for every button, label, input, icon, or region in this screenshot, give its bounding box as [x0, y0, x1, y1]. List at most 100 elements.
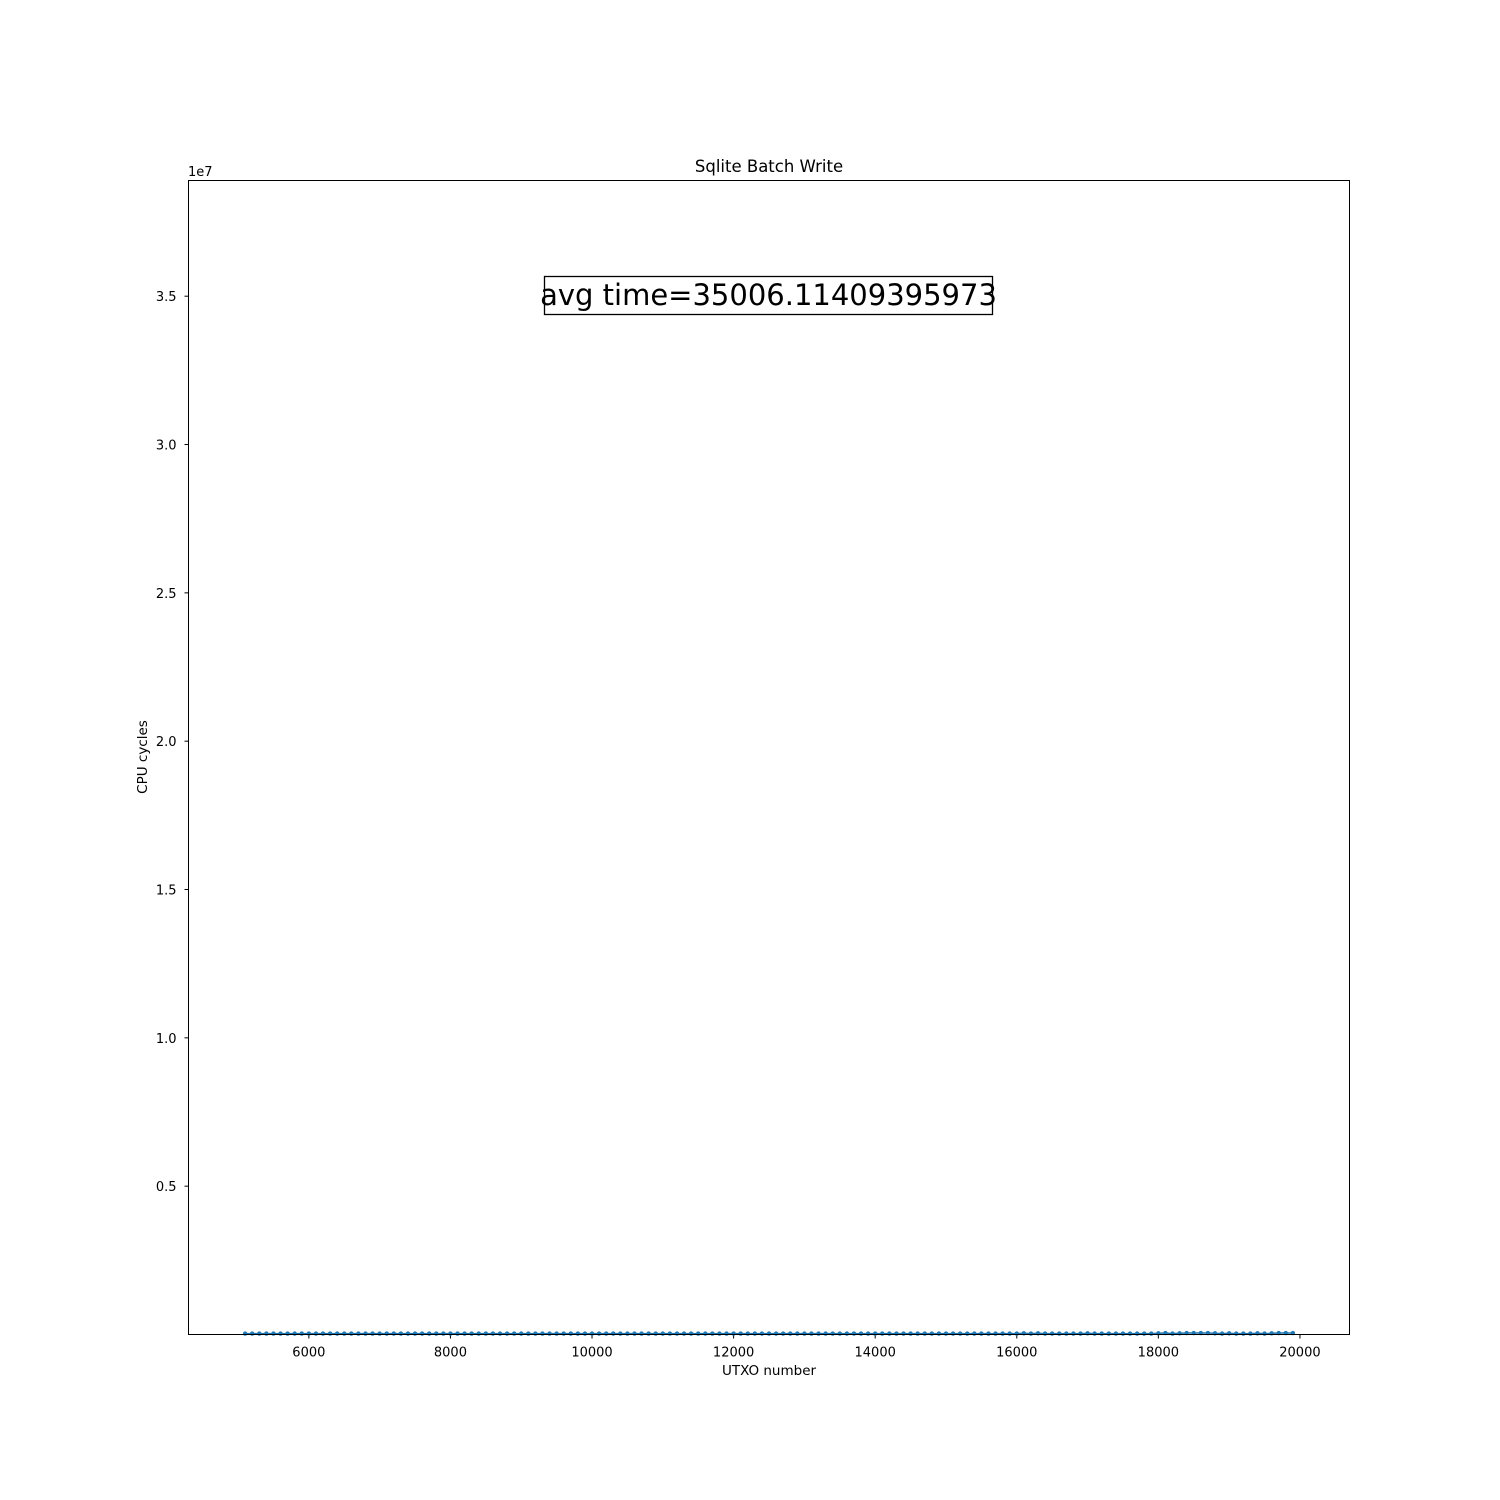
data-point	[533, 1331, 538, 1336]
data-point	[1170, 1331, 1175, 1336]
data-point	[250, 1331, 255, 1336]
data-point	[596, 1331, 602, 1336]
data-point	[731, 1331, 736, 1336]
data-point	[837, 1331, 842, 1336]
data-point	[497, 1331, 503, 1336]
x-axis-label: UTXO number	[722, 1363, 817, 1379]
data-point	[745, 1331, 750, 1336]
data-point	[1007, 1331, 1012, 1336]
data-point	[356, 1331, 361, 1336]
data-point	[965, 1331, 970, 1336]
data-point	[342, 1331, 347, 1336]
data-point	[703, 1331, 708, 1336]
data-point	[660, 1331, 666, 1336]
data-point	[278, 1331, 283, 1336]
data-point	[519, 1331, 524, 1336]
data-point	[1134, 1331, 1140, 1336]
data-point	[858, 1331, 864, 1336]
plot-area-frame	[188, 180, 1350, 1335]
data-point	[936, 1331, 942, 1336]
data-point	[285, 1331, 290, 1336]
data-point	[455, 1331, 460, 1336]
data-point	[441, 1331, 446, 1336]
data-point	[851, 1331, 857, 1336]
data-point	[320, 1331, 326, 1336]
chart-title: Sqlite Batch Write	[695, 157, 843, 176]
data-point	[688, 1331, 694, 1336]
data-point	[582, 1331, 588, 1336]
data-point	[1248, 1331, 1253, 1336]
data-point	[908, 1331, 913, 1336]
data-point	[1078, 1331, 1083, 1336]
data-point	[391, 1331, 396, 1336]
data-point	[1113, 1331, 1119, 1336]
data-point	[313, 1331, 319, 1336]
data-point	[717, 1331, 722, 1336]
y-tick-label: 3.0	[156, 439, 177, 454]
data-point	[377, 1331, 382, 1336]
data-point	[696, 1331, 701, 1336]
data-point	[618, 1331, 623, 1336]
data-point	[448, 1331, 453, 1336]
data-point	[306, 1331, 312, 1336]
data-point	[809, 1331, 814, 1336]
data-point	[462, 1331, 467, 1336]
data-point	[639, 1331, 644, 1336]
data-point	[957, 1331, 963, 1336]
series-layer	[242, 1330, 1296, 1336]
data-point	[589, 1331, 595, 1336]
data-point	[986, 1331, 991, 1336]
data-point	[943, 1331, 949, 1336]
y-tick-label: 0.5	[156, 1180, 177, 1195]
data-point	[426, 1331, 432, 1336]
x-tick-label: 14000	[855, 1346, 896, 1361]
data-point	[271, 1331, 276, 1336]
data-point	[1064, 1331, 1069, 1336]
data-point	[632, 1331, 637, 1336]
annotation-box	[543, 275, 994, 316]
data-point	[526, 1331, 531, 1336]
data-point	[674, 1331, 680, 1336]
data-point	[1127, 1331, 1133, 1336]
data-point	[816, 1331, 821, 1336]
x-tick-label: 10000	[571, 1346, 612, 1361]
data-point	[504, 1331, 510, 1336]
data-point	[788, 1331, 793, 1336]
x-tick-label: 6000	[292, 1346, 325, 1361]
data-point	[1057, 1331, 1062, 1336]
data-point	[1262, 1331, 1267, 1336]
data-point	[1042, 1331, 1048, 1336]
data-point	[759, 1331, 765, 1336]
data-point	[795, 1331, 800, 1336]
x-tick-label: 18000	[1138, 1346, 1179, 1361]
data-point	[667, 1331, 673, 1336]
data-point	[434, 1331, 439, 1336]
y-tick-label: 1.0	[156, 1032, 177, 1047]
data-point	[1000, 1331, 1005, 1336]
data-point	[334, 1331, 340, 1336]
data-point	[972, 1331, 977, 1336]
data-point	[412, 1331, 418, 1336]
data-point	[257, 1331, 262, 1336]
data-point	[844, 1331, 850, 1336]
data-point	[1106, 1331, 1112, 1336]
data-point	[880, 1331, 885, 1336]
x-tick-label: 8000	[434, 1346, 467, 1361]
data-point	[1234, 1331, 1239, 1336]
data-point	[292, 1331, 297, 1336]
data-point	[1049, 1331, 1055, 1336]
data-point	[752, 1331, 758, 1336]
data-point	[901, 1331, 906, 1336]
data-point	[823, 1331, 828, 1336]
data-point	[802, 1331, 807, 1336]
data-point	[264, 1331, 269, 1336]
data-point	[865, 1331, 871, 1336]
data-point	[1120, 1331, 1126, 1336]
data-point	[575, 1331, 581, 1336]
data-point	[1241, 1331, 1246, 1336]
data-point	[469, 1331, 474, 1336]
data-point	[511, 1331, 517, 1336]
data-point	[887, 1331, 892, 1336]
data-point	[681, 1331, 687, 1336]
